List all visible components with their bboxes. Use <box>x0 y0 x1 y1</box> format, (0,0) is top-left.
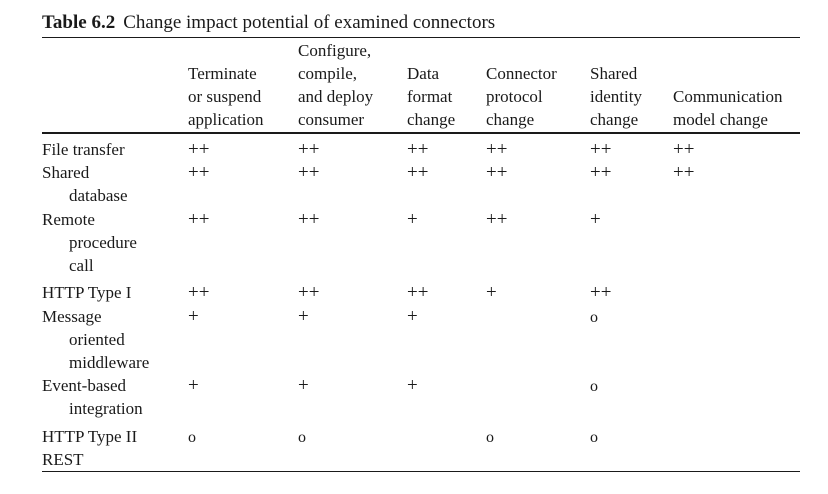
column-header-line: model change <box>673 110 768 129</box>
table-cell: ++ <box>407 162 429 183</box>
table-cell: ++ <box>486 162 508 183</box>
table-cell: + <box>590 209 601 230</box>
column-header-line: Configure, <box>298 41 372 60</box>
column-header-line: protocol <box>486 87 543 106</box>
table-cell: + <box>407 306 418 327</box>
table-cell: ++ <box>673 162 695 183</box>
row-label-2: Shared database <box>42 161 128 207</box>
table-cell: ++ <box>407 282 429 303</box>
row-label-3: Remote procedure call <box>42 208 137 277</box>
table-title: Change impact potential of examined conn… <box>123 12 496 33</box>
row-label-line: HTTP Type I <box>42 283 132 302</box>
row-label-line: File transfer <box>42 140 125 159</box>
row-label-line: call <box>69 256 94 275</box>
table-cell: ++ <box>590 162 612 183</box>
row-label-line: REST <box>42 450 84 469</box>
table-cell: ++ <box>590 139 612 160</box>
row-label-line: database <box>69 186 128 205</box>
column-header-6: Communication model change <box>673 43 783 131</box>
row-label-line: middleware <box>69 353 150 372</box>
table-cell: ++ <box>188 162 210 183</box>
table-cell: o <box>590 429 598 446</box>
table-cell: o <box>188 429 196 446</box>
row-label-line: Message <box>42 307 102 326</box>
column-header-line: or suspend <box>188 87 262 106</box>
table-cell: ++ <box>298 209 320 230</box>
table-cell: o <box>590 378 598 395</box>
row-label-line: HTTP Type II <box>42 427 138 446</box>
row-label-line: procedure <box>69 233 137 252</box>
table-cell: ++ <box>486 139 508 160</box>
table-cell: + <box>407 375 418 396</box>
column-header-line: Data <box>407 64 440 83</box>
table-cell: ++ <box>188 282 210 303</box>
table-cell: + <box>298 306 309 327</box>
row-label-line: Remote <box>42 210 95 229</box>
row-label-7: HTTP Type II REST <box>42 425 137 471</box>
row-label-line: Event-based <box>42 376 127 395</box>
table-cell: ++ <box>298 282 320 303</box>
column-header-3: Data format change <box>407 43 455 131</box>
row-label-line: Shared <box>42 163 90 182</box>
table-cell: + <box>298 375 309 396</box>
table-cell: ++ <box>298 139 320 160</box>
column-header-2: Configure, compile, and deploy consumer <box>298 41 374 131</box>
column-header-line: compile, <box>298 64 358 83</box>
table-cell: ++ <box>486 209 508 230</box>
table-cell: ++ <box>188 209 210 230</box>
table-cell: ++ <box>407 139 429 160</box>
top-rule <box>42 37 800 38</box>
table-cell: + <box>188 375 199 396</box>
column-header-line: change <box>407 110 456 129</box>
table-cell: o <box>298 429 306 446</box>
table-number: Table 6.2 <box>42 12 116 33</box>
row-label-4: HTTP Type I <box>42 281 131 304</box>
table-cell: ++ <box>188 139 210 160</box>
table-cell: + <box>188 306 199 327</box>
bottom-rule <box>42 471 800 472</box>
table-cell: o <box>590 309 598 326</box>
table-caption: Table 6.2 Change impact potential of exam… <box>42 12 495 34</box>
column-header-line: application <box>188 110 264 129</box>
column-header-line: Connector <box>486 64 557 83</box>
column-header-line: identity <box>590 87 642 106</box>
column-header-line: change <box>590 110 639 129</box>
row-label-5: Message oriented middleware <box>42 305 149 374</box>
column-header-line: change <box>486 110 535 129</box>
table-cell: ++ <box>673 139 695 160</box>
table-cell: + <box>407 209 418 230</box>
row-label-line: oriented <box>69 330 125 349</box>
table-cell: o <box>486 429 494 446</box>
header-rule <box>42 132 800 134</box>
table-cell: + <box>486 282 497 303</box>
column-header-line: Shared <box>590 64 638 83</box>
column-header-line: Communication <box>673 87 783 106</box>
row-label-6: Event-based integration <box>42 374 143 420</box>
table-cell: ++ <box>590 282 612 303</box>
column-header-4: Connector protocol change <box>486 43 557 131</box>
column-header-1: Terminate or suspend application <box>188 43 264 131</box>
row-label-line: integration <box>69 399 143 418</box>
column-header-5: Shared identity change <box>590 43 642 131</box>
row-label-1: File transfer <box>42 138 125 161</box>
column-header-line: and deploy <box>298 87 374 106</box>
column-header-line: Terminate <box>188 64 257 83</box>
column-header-line: format <box>407 87 453 106</box>
column-header-line: consumer <box>298 110 365 129</box>
table-cell: ++ <box>298 162 320 183</box>
